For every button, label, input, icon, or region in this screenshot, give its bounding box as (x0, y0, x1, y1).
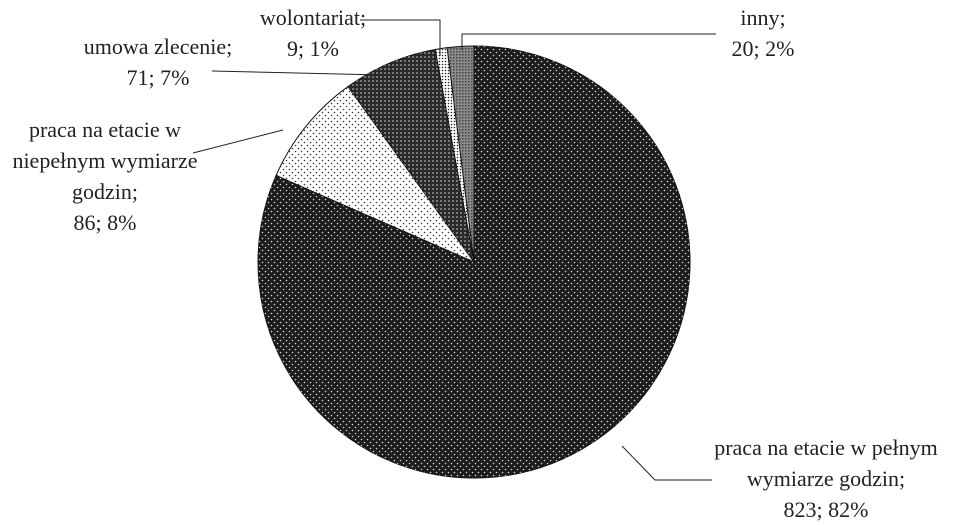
category-label: praca na etacie w niepełnym wymiarze god… (12, 117, 198, 204)
category-label: inny; (740, 5, 786, 30)
leader-line (360, 19, 441, 56)
slice-label: umowa zlecenie; 71; 7% (58, 31, 258, 93)
category-label: wolontariat; (259, 5, 367, 30)
slice-label: praca na etacie w niepełnym wymiarze god… (5, 114, 205, 238)
value-label: 20; 2% (731, 36, 795, 61)
category-label: praca na etacie w pełnym wymiarze godzin… (714, 435, 938, 491)
leader-line (621, 445, 712, 481)
value-label: 86; 8% (73, 210, 137, 235)
leader-line (211, 70, 383, 76)
value-label: 71; 7% (126, 65, 190, 90)
value-label: 9; 1% (287, 36, 339, 61)
slice-label: praca na etacie w pełnym wymiarze godzin… (686, 432, 966, 525)
value-label: 823; 82% (783, 497, 869, 522)
leader-line (192, 129, 284, 154)
category-label: umowa zlecenie; (83, 34, 233, 59)
leader-line (461, 33, 716, 50)
slice-label: inny; 20; 2% (688, 2, 838, 64)
slice-label: wolontariat; 9; 1% (238, 2, 388, 64)
